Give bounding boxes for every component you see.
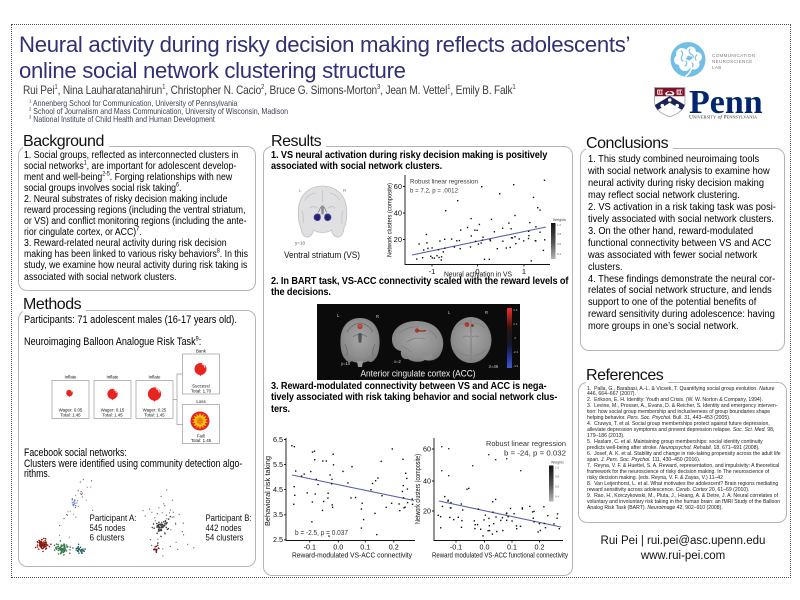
svg-text:-4.9: -4.9 xyxy=(513,364,519,368)
svg-text:b = 7.2, p = .0012: b = 7.2, p = .0012 xyxy=(410,188,458,195)
svg-text:Weights: Weights xyxy=(551,461,564,465)
svg-text:NEUROSCIENCE: NEUROSCIENCE xyxy=(712,59,753,64)
svg-text:0.1: 0.1 xyxy=(507,543,517,552)
svg-text:60: 60 xyxy=(423,445,431,454)
svg-text:Network clusters (composite): Network clusters (composite) xyxy=(415,454,422,524)
svg-text:-0.1: -0.1 xyxy=(450,543,462,552)
svg-text:Loss: Loss xyxy=(196,399,206,404)
svg-text:Total: 1.70: Total: 1.70 xyxy=(191,389,212,394)
svg-text:COMMUNICATION: COMMUNICATION xyxy=(712,53,755,58)
svg-text:4.9: 4.9 xyxy=(513,308,518,312)
svg-text:Wager: 0.25: Wager: 0.25 xyxy=(143,408,167,413)
svg-text:y=10: y=10 xyxy=(341,361,351,366)
svg-text:442 nodes: 442 nodes xyxy=(206,523,242,533)
svg-text:0.6: 0.6 xyxy=(555,485,560,489)
svg-text:b = -24, p = 0.032: b = -24, p = 0.032 xyxy=(504,451,566,458)
svg-text:2.5: 2.5 xyxy=(273,535,283,544)
svg-text:6 clusters: 6 clusters xyxy=(90,533,125,543)
svg-text:6.5: 6.5 xyxy=(273,435,283,444)
svg-text:0: 0 xyxy=(515,336,517,340)
svg-text:x=2: x=2 xyxy=(394,359,402,364)
svg-text:0.4: 0.4 xyxy=(555,495,560,499)
svg-text:0.4: 0.4 xyxy=(557,252,562,256)
svg-text:L: L xyxy=(448,310,451,315)
svg-text:L: L xyxy=(337,313,340,318)
svg-text:R: R xyxy=(343,188,347,193)
svg-text:Penn: Penn xyxy=(689,84,763,121)
svg-text:3.5: 3.5 xyxy=(273,510,283,519)
svg-text:Total: 1.45: Total: 1.45 xyxy=(60,413,81,418)
svg-text:0: 0 xyxy=(475,267,479,276)
svg-text:1.0: 1.0 xyxy=(555,466,560,470)
svg-text:Behavioral risk taking: Behavioral risk taking xyxy=(265,456,272,526)
svg-text:Inflate: Inflate xyxy=(107,375,120,380)
svg-text:Reward modulated VS-ACC functi: Reward modulated VS-ACC functional conne… xyxy=(432,551,568,560)
svg-text:20: 20 xyxy=(423,507,431,516)
svg-text:5.5: 5.5 xyxy=(273,460,283,469)
svg-text:Participant B:: Participant B: xyxy=(206,513,252,523)
svg-text:Robust linear regression: Robust linear regression xyxy=(410,179,478,186)
svg-text:Total: 1.45: Total: 1.45 xyxy=(102,413,123,418)
svg-text:Wager: 0.15: Wager: 0.15 xyxy=(101,408,125,413)
svg-text:Neural activation in VS: Neural activation in VS xyxy=(444,272,512,279)
svg-text:Success!: Success! xyxy=(192,384,210,389)
svg-text:Reward-modulated VS-ACC connec: Reward-modulated VS-ACC connectivity xyxy=(292,551,412,560)
svg-text:40: 40 xyxy=(394,209,402,218)
svg-text:Fail!: Fail! xyxy=(197,434,205,439)
svg-text:0.0: 0.0 xyxy=(480,543,490,552)
svg-text:-1: -1 xyxy=(429,267,436,276)
svg-text:20: 20 xyxy=(394,235,402,244)
svg-text:LAB: LAB xyxy=(712,65,722,70)
svg-text:Inflate: Inflate xyxy=(65,375,78,380)
svg-text:0.0: 0.0 xyxy=(333,543,343,552)
svg-text:545 nodes: 545 nodes xyxy=(90,523,126,533)
svg-text:Participant A:: Participant A: xyxy=(90,513,137,523)
svg-text:Inflate: Inflate xyxy=(149,375,162,380)
svg-text:0.1: 0.1 xyxy=(360,543,370,552)
svg-text:Anterior cingulate cortex (ACC: Anterior cingulate cortex (ACC) xyxy=(361,369,476,379)
svg-text:Total: 1.45: Total: 1.45 xyxy=(144,413,165,418)
svg-text:54 clusters: 54 clusters xyxy=(206,533,244,543)
svg-text:z=46: z=46 xyxy=(489,364,499,369)
svg-text:L: L xyxy=(299,188,302,193)
svg-text:0.6: 0.6 xyxy=(557,242,562,246)
svg-text:1: 1 xyxy=(522,267,526,276)
svg-text:0.8: 0.8 xyxy=(555,475,560,479)
svg-text:Robust linear regression: Robust linear regression xyxy=(486,441,566,448)
svg-text:40: 40 xyxy=(423,477,431,486)
svg-text:R: R xyxy=(485,310,488,315)
svg-text:Weights: Weights xyxy=(553,218,566,222)
svg-text:1.0: 1.0 xyxy=(557,223,562,227)
svg-text:Wager: 0.05: Wager: 0.05 xyxy=(59,408,83,413)
svg-text:b = -2.5, p = 0.037: b = -2.5, p = 0.037 xyxy=(295,530,348,537)
svg-text:-2.4: -2.4 xyxy=(513,350,519,354)
svg-text:0.8: 0.8 xyxy=(557,232,562,236)
svg-text:2.4: 2.4 xyxy=(513,322,518,326)
svg-text:-0.1: -0.1 xyxy=(304,543,316,552)
svg-text:0.2: 0.2 xyxy=(535,543,545,552)
svg-text:4.5: 4.5 xyxy=(273,485,283,494)
svg-text:Total: 1.45: Total: 1.45 xyxy=(191,438,212,443)
svg-text:Bank: Bank xyxy=(196,349,207,354)
svg-text:UNIVERSITY of PENNSYLVANIA: UNIVERSITY of PENNSYLVANIA xyxy=(689,114,758,121)
svg-text:Network clusters (composite): Network clusters (composite) xyxy=(387,183,394,257)
svg-text:0.2: 0.2 xyxy=(389,543,399,552)
svg-text:R: R xyxy=(376,314,379,319)
svg-text:60: 60 xyxy=(394,182,402,191)
svg-text:y=10: y=10 xyxy=(295,241,306,246)
svg-text:Ventral striatum (VS): Ventral striatum (VS) xyxy=(284,250,360,261)
